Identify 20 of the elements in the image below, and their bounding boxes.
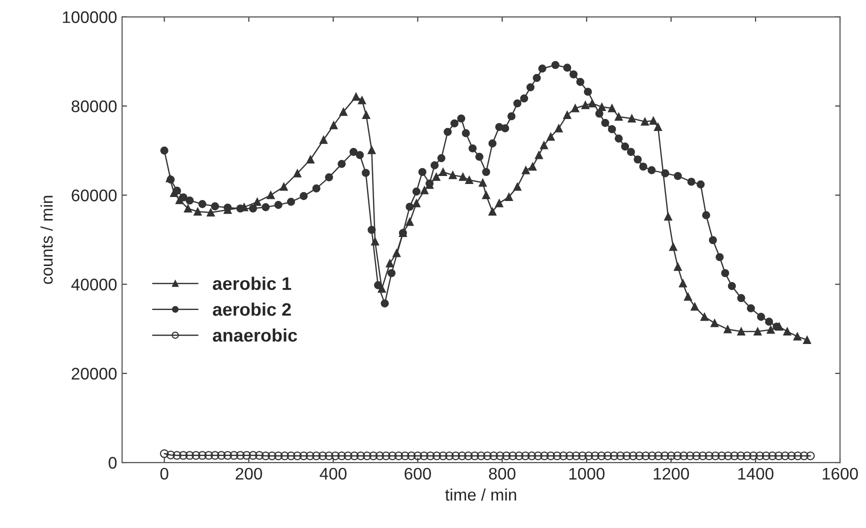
x-tick-label: 800 [489, 468, 516, 480]
y-tick-label: 80000 [72, 100, 117, 112]
x-tick-label: 1200 [654, 468, 689, 480]
legend-label: aerobic 1 [212, 276, 292, 290]
x-tick-label: 0 [160, 468, 168, 480]
x-tick-label: 1400 [738, 468, 774, 480]
legend-label: anaerobic [212, 328, 298, 342]
legend-label: aerobic 2 [212, 302, 291, 316]
x-axis-title: time / min [445, 488, 516, 501]
y-tick-label: 60000 [72, 190, 117, 202]
x-tick-label: 400 [320, 468, 347, 480]
y-tick-label: 100000 [62, 11, 117, 24]
y-tick-label: 20000 [72, 368, 117, 380]
x-tick-label: 1000 [569, 468, 605, 480]
y-tick-label: 40000 [71, 278, 117, 290]
x-tick-label: 200 [236, 468, 262, 480]
y-axis-title: counts / min [40, 196, 53, 284]
y-tick-label: 0 [108, 456, 117, 469]
x-tick-label: 600 [404, 468, 431, 480]
x-tick-label: 1600 [822, 468, 858, 480]
